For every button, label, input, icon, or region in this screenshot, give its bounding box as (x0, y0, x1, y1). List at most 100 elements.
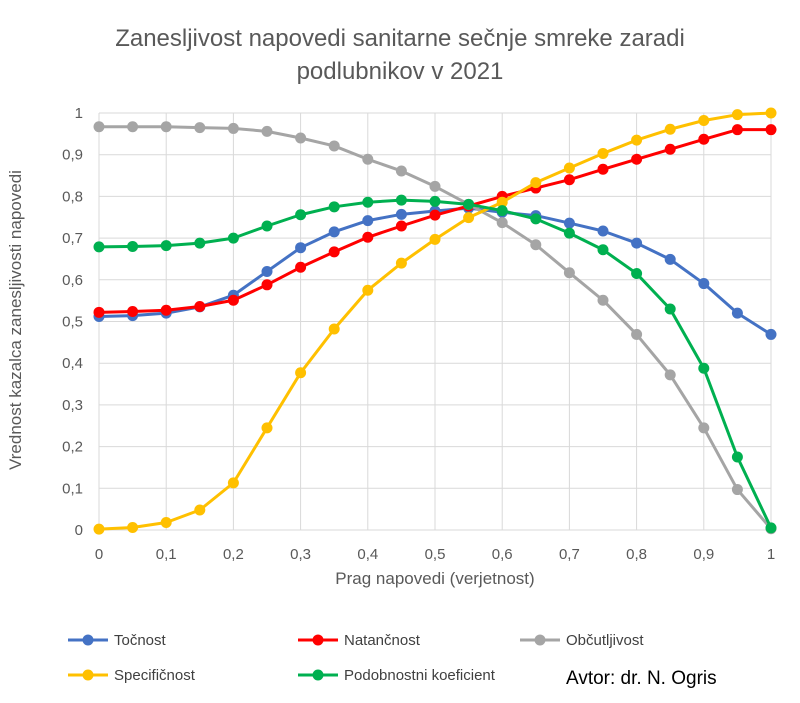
y-tick-label: 0,7 (62, 230, 83, 247)
data-point (496, 217, 508, 229)
data-point (93, 241, 105, 253)
data-point (227, 122, 239, 134)
data-point (261, 220, 273, 232)
legend-item: Podobnostni koeficient (298, 667, 496, 684)
data-point (227, 477, 239, 489)
series-3 (93, 107, 777, 535)
data-point (395, 220, 407, 232)
data-point (664, 303, 676, 315)
y-tick-label: 0 (75, 522, 83, 539)
x-axis-title: Prag napovedi (verjetnost) (335, 569, 534, 588)
data-point (328, 140, 340, 152)
chart-title-line-2: podlubnikov v 2021 (297, 58, 504, 85)
data-point (597, 294, 609, 306)
data-point (597, 147, 609, 159)
data-point (631, 134, 643, 146)
legend-label: Točnost (114, 632, 167, 649)
data-point (563, 217, 575, 229)
data-point (597, 244, 609, 256)
data-point (194, 504, 206, 516)
y-tick-label: 0,4 (62, 355, 83, 372)
data-point (261, 279, 273, 291)
data-point (429, 233, 441, 245)
data-point (261, 265, 273, 277)
data-point (127, 121, 139, 133)
data-point (496, 196, 508, 208)
legend-item: Natančnost (298, 632, 421, 649)
legend-label: Občutljivost (566, 632, 644, 649)
data-point (731, 307, 743, 319)
legend-label: Specifičnost (114, 667, 196, 684)
data-point (160, 304, 172, 316)
data-point (127, 521, 139, 533)
data-point (463, 198, 475, 210)
legend-swatch-marker (312, 634, 324, 646)
data-point (362, 231, 374, 243)
legend-swatch-marker (534, 634, 546, 646)
data-point (127, 240, 139, 252)
legend-swatch-marker (82, 634, 94, 646)
data-point (664, 123, 676, 135)
legend: Točnost Natančnost Občutljivost Specifičnos… (68, 632, 644, 684)
data-point (160, 240, 172, 252)
data-point (295, 209, 307, 221)
x-tick-label: 0,3 (290, 546, 311, 563)
data-point (530, 239, 542, 251)
legend-item: Točnost (68, 632, 167, 649)
data-point (698, 278, 710, 290)
data-point (765, 124, 777, 136)
x-tick-label: 0,8 (626, 546, 647, 563)
chart-title-line-1: Zanesljivost napovedi sanitarne sečnje s… (115, 25, 685, 52)
data-point (731, 109, 743, 121)
data-point (530, 213, 542, 225)
data-point (93, 523, 105, 535)
data-point (664, 369, 676, 381)
x-tick-label: 0,9 (693, 546, 714, 563)
data-point (295, 367, 307, 379)
data-point (328, 246, 340, 258)
author-credit: Avtor: dr. N. Ogris (566, 668, 717, 689)
data-point (429, 195, 441, 207)
y-tick-label: 0,9 (62, 147, 83, 164)
legend-swatch-marker (82, 669, 94, 681)
series-1 (93, 124, 777, 318)
data-point (328, 226, 340, 238)
y-axis-title: Vrednost kazalca zanesljivosti napovedi (6, 170, 25, 470)
data-point (227, 232, 239, 244)
data-point (731, 451, 743, 463)
data-point (664, 253, 676, 265)
data-point (530, 177, 542, 189)
tick-labels: 0 0,1 0,2 0,3 0,4 0,5 0,6 0,7 0,8 0,9 1 0 0,1 0,2 0,3 0… (62, 105, 775, 563)
data-point (597, 163, 609, 175)
x-tick-label: 0,5 (425, 546, 446, 563)
data-point (328, 323, 340, 335)
data-point (295, 132, 307, 144)
data-point (362, 284, 374, 296)
series-4 (93, 194, 777, 534)
data-point (362, 196, 374, 208)
data-point (93, 121, 105, 133)
data-point (765, 107, 777, 119)
legend-label: Natančnost (344, 632, 421, 649)
data-point (765, 522, 777, 534)
y-tick-label: 0,3 (62, 397, 83, 414)
x-tick-label: 0,6 (492, 546, 513, 563)
data-point (563, 162, 575, 174)
data-point (395, 194, 407, 206)
data-point (127, 305, 139, 317)
data-point (328, 201, 340, 213)
data-point (160, 121, 172, 133)
data-point (160, 516, 172, 528)
data-point (93, 306, 105, 318)
y-tick-label: 0,2 (62, 439, 83, 456)
data-point (698, 115, 710, 127)
data-point (429, 209, 441, 221)
data-point (664, 143, 676, 155)
legend-swatch-marker (312, 669, 324, 681)
legend-item: Občutljivost (520, 632, 644, 649)
y-tick-label: 1 (75, 105, 83, 122)
data-point (194, 122, 206, 134)
x-tick-label: 0 (95, 546, 103, 563)
